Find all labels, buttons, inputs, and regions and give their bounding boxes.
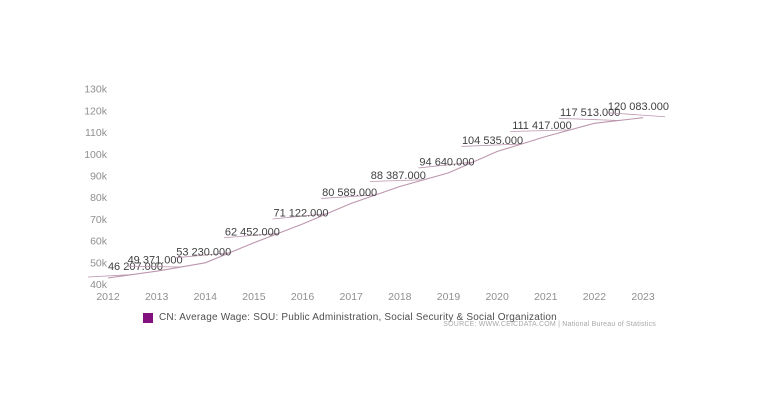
- data-label-leader-line: [126, 265, 181, 268]
- y-axis-tick-label: 40k: [90, 279, 108, 291]
- data-label-leader-line: [369, 179, 425, 182]
- x-axis-tick-label: 2017: [340, 291, 364, 303]
- y-axis-tick-label: 90k: [90, 171, 108, 183]
- x-axis-tick-label: 2022: [583, 291, 607, 303]
- data-point-label: 88 387.000: [371, 170, 426, 182]
- legend-swatch: [143, 312, 153, 323]
- data-point-label: 104 535.000: [462, 135, 523, 147]
- data-point-label: 94 640.000: [419, 156, 474, 168]
- data-label-leader-line: [87, 274, 133, 278]
- wage-line-chart: 40k 50k 60k 70k 80k 90k 100k 110k 120k 130k 2012 20…: [84, 84, 669, 303]
- x-axis-tick-label: 2012: [96, 291, 120, 303]
- data-point-label: 62 452.000: [225, 226, 280, 238]
- y-axis-tick-label: 70k: [90, 214, 108, 226]
- x-axis-tick-label: 2013: [145, 291, 169, 303]
- x-axis-tick-label: 2018: [388, 291, 412, 303]
- chart-legend[interactable]: CN: Average Wage: SOU: Public Administra…: [143, 312, 557, 323]
- x-axis-tick-label: 2015: [242, 291, 266, 303]
- data-point-label: 49 371.000: [128, 255, 183, 267]
- data-point-label: 46 207.000: [108, 261, 163, 273]
- data-label-leader-line: [418, 161, 473, 169]
- data-point-label: 111 417.000: [512, 120, 572, 132]
- y-axis-tick-label: 50k: [90, 257, 108, 269]
- x-axis-tick-label: 2021: [534, 291, 558, 303]
- data-point-label: 120 083.000: [608, 101, 669, 113]
- source-attribution: SOURCE: WWW.CEICDATA.COM | National Bure…: [443, 321, 656, 328]
- legend-series-label: CN: Average Wage: SOU: Public Administra…: [159, 312, 557, 323]
- data-label-leader-line: [461, 143, 522, 147]
- x-axis-tick-label: 2014: [194, 291, 218, 303]
- y-axis-tick-label: 120k: [84, 105, 108, 117]
- x-axis-tick-label: 2023: [631, 291, 655, 303]
- data-point-label: 117 513.000: [560, 107, 620, 119]
- data-label-leader-line: [223, 232, 279, 239]
- data-label-leader-line: [272, 213, 327, 220]
- data-point-label: 53 230.000: [176, 246, 231, 258]
- data-point-label: 71 122.000: [273, 207, 328, 219]
- data-label-leader-line: [607, 112, 666, 118]
- y-axis-tick-label: 80k: [90, 192, 108, 204]
- y-axis-tick-label: 60k: [90, 236, 108, 248]
- data-label-leader-line: [558, 117, 619, 121]
- y-axis-tick-label: 100k: [84, 149, 108, 161]
- x-axis-tick-label: 2019: [437, 291, 461, 303]
- data-label-leader-line: [321, 194, 376, 199]
- data-label-leader-line: [510, 129, 571, 132]
- x-axis-tick-label: 2016: [291, 291, 315, 303]
- x-axis-tick-label: 2020: [485, 291, 509, 303]
- data-point-label: 80 589.000: [322, 187, 377, 199]
- y-axis-tick-label: 130k: [84, 84, 108, 96]
- y-axis-tick-label: 110k: [85, 127, 108, 139]
- data-label-leader-line: [175, 252, 230, 259]
